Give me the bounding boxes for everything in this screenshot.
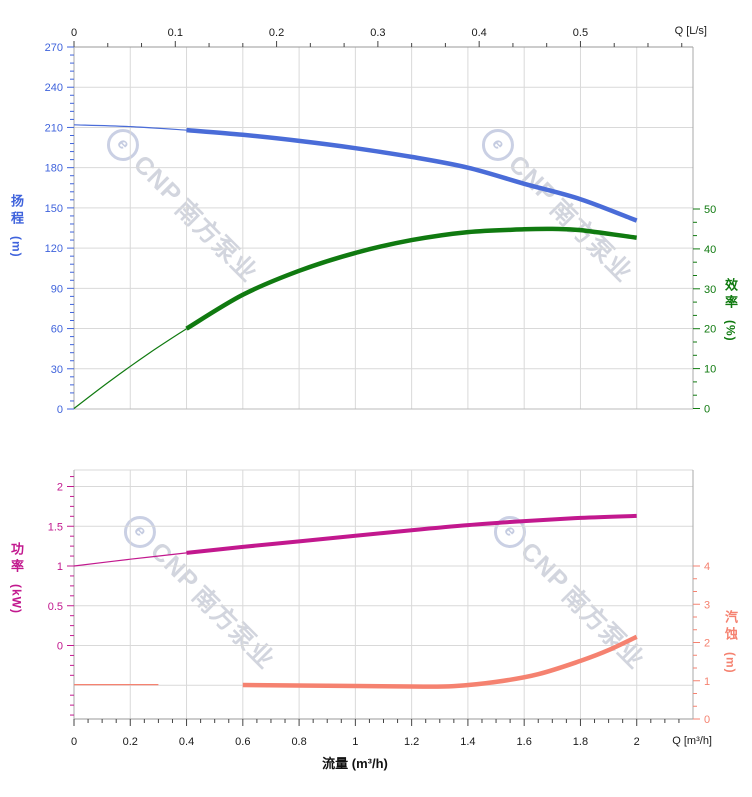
power-axis-unit: (kW)	[9, 584, 24, 614]
top-axis-tick-label: 0	[71, 27, 77, 39]
bottom-axis-tick-label: 0.8	[291, 736, 306, 748]
head-tick-label: 210	[45, 122, 63, 134]
bottom-axis-tick-label: 1.4	[460, 736, 475, 748]
power-curve	[186, 513, 637, 555]
power-tick-label: 1.5	[48, 521, 63, 533]
bottom-axis-tick-label: 1	[352, 736, 358, 748]
bottom-axis-tick-label: 2	[634, 736, 640, 748]
npsh-axis-name: 汽蚀	[722, 610, 738, 644]
efficiency-tick-label: 20	[704, 324, 716, 336]
efficiency-tick-label: 0	[704, 404, 710, 416]
npsh-axis-title: 汽蚀 (m)	[722, 610, 738, 674]
head-tick-label: 60	[51, 324, 63, 336]
npsh-tick-label: 2	[704, 638, 710, 650]
npsh-curve	[242, 634, 638, 689]
head-axis-name: 扬程	[8, 194, 24, 228]
power-curve-lead	[73, 552, 187, 567]
npsh-tick-label: 0	[704, 714, 710, 726]
bottom-axis-tick-label: 1.6	[517, 736, 532, 748]
curves	[73, 124, 638, 689]
head-tick-label: 150	[45, 203, 63, 215]
power-tick-label: 0	[57, 641, 63, 653]
bottom-axis-tick-label: 1.2	[404, 736, 419, 748]
bottom-axis-tick-label: 0	[71, 736, 77, 748]
bottom-axis-tick-label: 0.4	[179, 736, 194, 748]
top-axis-tick-label: 0.5	[573, 27, 588, 39]
top-axis-tick-label: 0.1	[168, 27, 183, 39]
head-curve	[186, 127, 638, 223]
head-tick-label: 120	[45, 243, 63, 255]
efficiency-tick-label: 10	[704, 364, 716, 376]
npsh-axis-unit: (m)	[723, 652, 738, 674]
power-tick-label: 0.5	[48, 601, 63, 613]
power-tick-label: 1	[57, 561, 63, 573]
head-tick-label: 270	[45, 42, 63, 54]
top-axis-tick-label: 0.4	[472, 27, 487, 39]
head-tick-label: 240	[45, 82, 63, 94]
head-axis-unit: (m)	[9, 236, 24, 258]
npsh-tick-label: 3	[704, 599, 710, 611]
head-axis-title: 扬程 (m)	[8, 194, 24, 258]
efficiency-curve-lead	[73, 328, 187, 409]
power-axis-name: 功率	[8, 542, 24, 576]
power-axis-title: 功率 (kW)	[8, 542, 24, 614]
x-axis-title: 流量 (m³/h)	[322, 756, 388, 771]
bottom-axis-tick-label: 1.8	[573, 736, 588, 748]
efficiency-axis-unit: (%)	[723, 320, 738, 342]
efficiency-axis-title: 效率 (%)	[722, 278, 738, 342]
npsh-tick-label: 1	[704, 676, 710, 688]
top-axis-tick-label: 0.3	[370, 27, 385, 39]
head-tick-label: 0	[57, 404, 63, 416]
head-tick-label: 30	[51, 364, 63, 376]
head-tick-label: 180	[45, 163, 63, 175]
top-axis-tick-label: 0.2	[269, 27, 284, 39]
npsh-tick-label: 4	[704, 561, 710, 573]
efficiency-tick-label: 40	[704, 244, 716, 256]
efficiency-tick-label: 30	[704, 284, 716, 296]
bottom-axis-tick-label: 0.6	[235, 736, 250, 748]
top-axis-unit-label: Q [L/s]	[674, 25, 707, 37]
head-tick-label: 90	[51, 283, 63, 295]
axes-and-ticks: 0 0.1 0.2 0.3 0.4 0.5 0 0.2 0.4 0.6 0.8 1 1.2 1.4 1.6 1…	[45, 27, 717, 748]
gridlines	[74, 47, 693, 719]
efficiency-tick-label: 50	[704, 204, 716, 216]
head-curve-lead	[73, 124, 187, 131]
efficiency-curve	[185, 226, 637, 331]
efficiency-axis-name: 效率	[722, 278, 738, 312]
power-tick-label: 2	[57, 482, 63, 494]
bottom-axis-unit-label: Q [m³/h]	[672, 735, 712, 747]
bottom-axis-tick-label: 0.2	[123, 736, 138, 748]
